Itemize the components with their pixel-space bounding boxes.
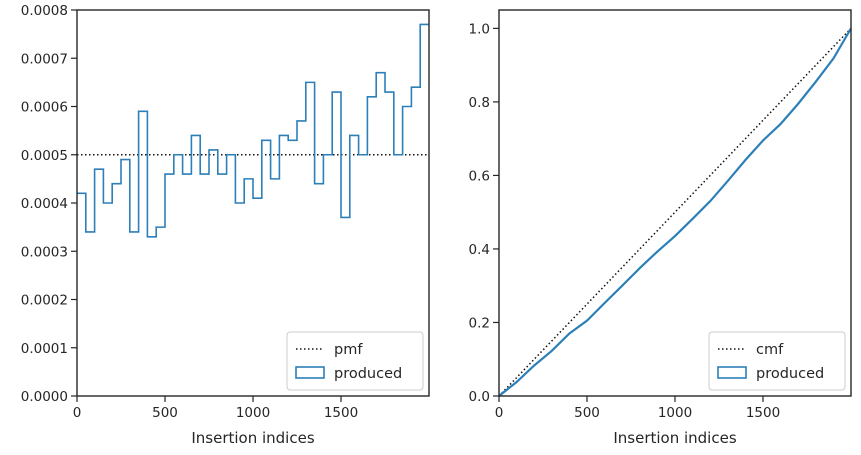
legend-box xyxy=(286,331,424,391)
legend-label-cmf: cmf xyxy=(756,342,784,358)
legend-marker-produced xyxy=(295,366,325,379)
plot-frame xyxy=(498,9,852,397)
y-tick-label: 0.8 xyxy=(469,95,490,111)
legend-label-pmf: pmf xyxy=(334,342,363,358)
y-tick-label: 0.0 xyxy=(469,389,490,405)
cumulative-chart: 0.0 0.2 0.4 0.6 0.8 1.0 0 500 1000 1500 Insertion … xyxy=(469,9,852,447)
y-tick-label: 0.0000 xyxy=(21,389,68,405)
legend-marker-produced xyxy=(717,366,747,379)
y-tick-label: 0.6 xyxy=(469,168,490,184)
y-tick-label: 0.4 xyxy=(469,242,490,258)
legend: cmf produced xyxy=(708,331,846,391)
legend-box xyxy=(708,331,846,391)
y-tick-label: 0.0006 xyxy=(21,100,68,116)
y-tick-label: 0.0005 xyxy=(21,148,68,164)
y-tick-label: 0.2 xyxy=(469,315,490,331)
x-tick-label: 500 xyxy=(574,405,600,421)
x-tick-label: 1500 xyxy=(324,405,358,421)
y-tick-label: 1.0 xyxy=(469,21,490,37)
y-tick-label: 0.0008 xyxy=(21,3,68,19)
legend-label-produced: produced xyxy=(756,366,824,382)
x-tick-label: 1500 xyxy=(746,405,780,421)
x-tick-label: 1000 xyxy=(236,405,270,421)
y-tick-label: 0.0001 xyxy=(21,341,68,357)
x-tick-label: 0 xyxy=(495,405,504,421)
legend: pmf produced xyxy=(286,331,424,391)
x-tick-label: 0 xyxy=(73,405,82,421)
y-tick-label: 0.0002 xyxy=(21,293,68,309)
x-axis-label: Insertion indices xyxy=(613,429,736,447)
legend-label-produced: produced xyxy=(334,366,402,382)
y-tick-label: 0.0004 xyxy=(21,196,68,212)
y-tick-label: 0.0007 xyxy=(21,51,68,67)
series-cmf-line xyxy=(498,27,852,397)
x-axis-label: Insertion indices xyxy=(191,429,314,447)
pmf-histogram-chart: 0.0000 0.0001 0.0002 0.0003 0.0004 0.0005 0.00… xyxy=(21,3,430,447)
series-produced-line xyxy=(498,27,852,397)
y-tick-label: 0.0003 xyxy=(21,244,68,260)
series-produced-line xyxy=(77,23,429,238)
x-tick-label: 500 xyxy=(152,405,178,421)
x-tick-label: 1000 xyxy=(658,405,692,421)
plot-frame xyxy=(76,9,430,397)
